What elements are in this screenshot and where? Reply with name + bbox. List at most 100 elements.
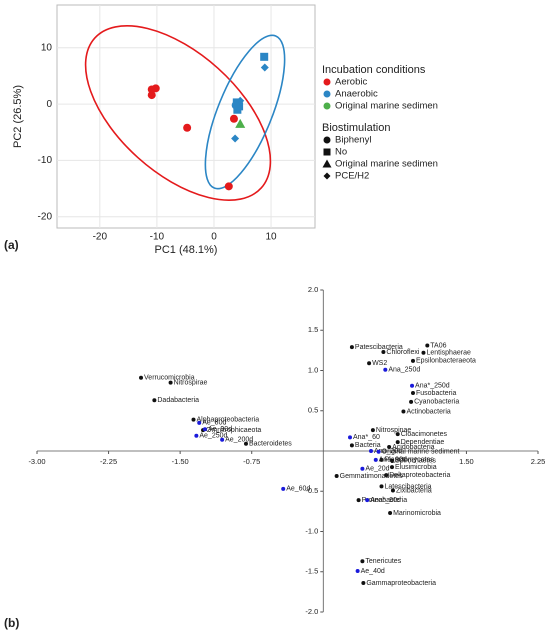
point [231, 134, 240, 143]
point [360, 466, 365, 471]
y-tick-label: -0.5 [305, 486, 318, 495]
legend-title: Incubation conditions [322, 64, 426, 76]
point [220, 437, 225, 442]
point-label: Spirochaetes [395, 458, 436, 465]
point-label: Ana_20d [374, 448, 402, 455]
legend-title: Biostimulation [322, 122, 390, 134]
point-label: Cyanobacteria [414, 399, 459, 406]
x-tick-label: 10 [265, 232, 277, 243]
point-label: Dependentiae [401, 439, 445, 446]
point [373, 457, 378, 462]
point-label: Cloacimonetes [401, 431, 448, 438]
panel-label: (b) [4, 616, 19, 630]
point-label: TA06 [430, 342, 446, 349]
point-label: Marinomicrobia [393, 510, 441, 517]
x-tick-label: -20 [93, 232, 108, 243]
legend-label: Anaerobic [335, 89, 378, 100]
legend-label: Aerobic [335, 77, 367, 88]
point [381, 349, 386, 354]
point [390, 488, 395, 493]
point [202, 427, 207, 432]
point [229, 114, 238, 123]
point-label: Zixibacteria [396, 487, 432, 494]
point [379, 484, 384, 489]
point-label: Bacteria [355, 442, 381, 449]
point [235, 118, 246, 128]
point-label: Ana_90d [379, 457, 407, 464]
point-label: Ana*_60 [353, 434, 380, 441]
point-label: Ana*_250d [415, 383, 450, 390]
point [410, 358, 415, 363]
y-tick-label: -20 [38, 211, 53, 222]
panel-label: (a) [4, 238, 19, 252]
y-axis-label: PC2 (26.5%) [12, 85, 24, 148]
x-axis-label: PC1 (48.1%) [155, 244, 218, 256]
point [388, 510, 393, 515]
y-tick-label: -1.5 [305, 567, 318, 576]
legend-swatch [323, 148, 331, 156]
point [349, 345, 354, 350]
point-label: Fusobacteria [416, 390, 457, 397]
point-label: WS2 [372, 360, 387, 367]
legend-swatch [323, 90, 331, 98]
point [421, 350, 426, 355]
point-label: Alphaproteobacteria [197, 416, 260, 423]
point [152, 398, 157, 403]
point-label: Ae_40d [361, 568, 385, 575]
point [383, 367, 388, 372]
point [243, 441, 248, 446]
point-label: Lentisphaerae [426, 350, 470, 357]
point [410, 383, 415, 388]
point-label: Original marine sediment [382, 449, 460, 456]
legend-swatch [323, 172, 331, 180]
legend-swatch [323, 102, 331, 110]
point-label: Ana_250d [388, 367, 420, 374]
point [194, 433, 199, 438]
point [365, 498, 370, 503]
point [281, 486, 286, 491]
x-tick-label: -1.50 [172, 457, 189, 466]
point-label: Acidobacteria [392, 444, 435, 451]
x-tick-label: -0.75 [243, 457, 260, 466]
point [139, 375, 144, 380]
point [360, 559, 365, 564]
point-label: Bacteroidetes [249, 441, 292, 448]
point [387, 444, 392, 449]
point [401, 409, 406, 414]
confidence-ellipse [84, 24, 272, 202]
point-label: Ae_250d [199, 433, 227, 440]
point-label: Chloroflexi [386, 349, 420, 356]
legend-swatch [323, 78, 331, 86]
point-label: Ae_20d [365, 466, 389, 473]
point-label: Gemmatimonadetes [340, 473, 404, 480]
point [395, 432, 400, 437]
x-tick-label: 1.50 [459, 457, 474, 466]
point-label: Actinobacteria [406, 408, 450, 415]
point-label: Nitrospirae [174, 379, 208, 386]
point [356, 498, 361, 503]
point-label: Verrucomicrobia [144, 375, 195, 382]
x-tick-label: -3.00 [28, 457, 45, 466]
point [231, 101, 240, 110]
y-tick-label: 1.5 [308, 325, 318, 334]
x-tick-label: -2.25 [100, 457, 117, 466]
point [224, 182, 233, 191]
point [425, 343, 430, 348]
y-tick-label: 0 [46, 99, 52, 110]
x-tick-label: 0 [211, 232, 217, 243]
confidence-ellipse [204, 34, 286, 190]
point [349, 443, 354, 448]
point [389, 465, 394, 470]
point [367, 361, 372, 366]
y-tick-label: -2.0 [305, 607, 318, 616]
y-tick-label: 0.5 [308, 406, 318, 415]
point-label: Omnitrophicaeota [206, 427, 261, 434]
legend-swatch [323, 136, 331, 144]
y-tick-label: 10 [41, 42, 53, 53]
legend-label: No [335, 147, 347, 158]
point-label: Patescibacteria [355, 344, 403, 351]
y-tick-label: -10 [38, 155, 53, 166]
point-label: Dadabacteria [157, 397, 199, 404]
point [151, 84, 160, 93]
point [410, 391, 415, 396]
